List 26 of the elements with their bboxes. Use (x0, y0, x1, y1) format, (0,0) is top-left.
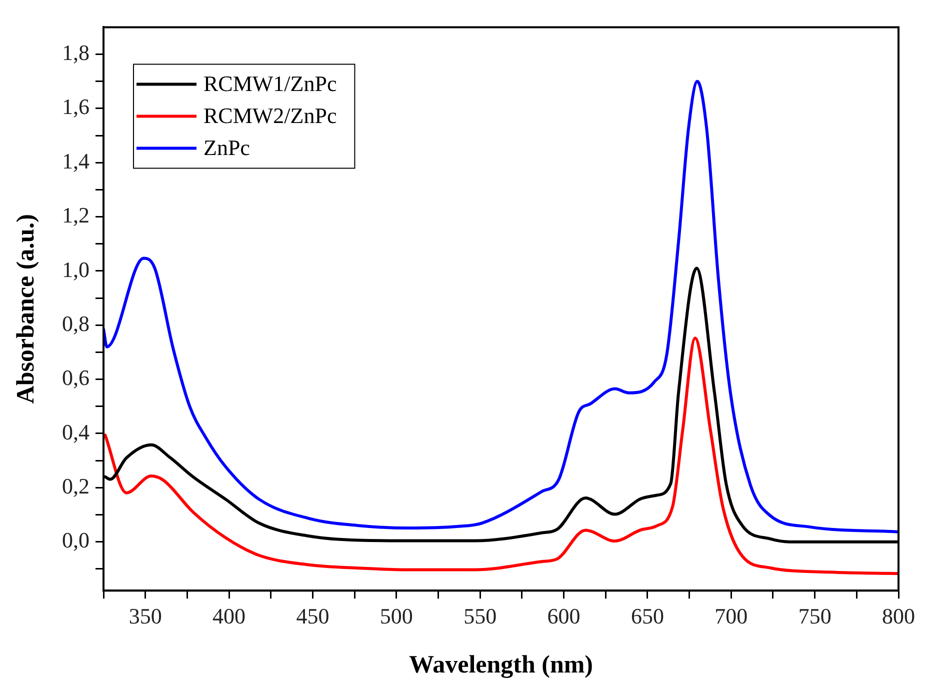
y-tick-label: 0,6 (62, 365, 90, 390)
line-series (104, 336, 898, 576)
y-tick-label: 1,2 (62, 202, 90, 228)
x-tick-label: 350 (128, 604, 162, 629)
y-tick-label: 1,0 (62, 256, 90, 282)
x-tick-label: 600 (547, 604, 580, 629)
x-tick-label: 650 (630, 604, 664, 629)
y-tick-label: 0,4 (62, 419, 90, 444)
x-tick-label: 800 (882, 604, 915, 629)
x-tick-label: 400 (212, 604, 246, 629)
legend-label: RCMW1/ZnPc (204, 70, 337, 96)
y-tick-label: 0,0 (62, 528, 90, 553)
legend-label: ZnPc (204, 134, 250, 160)
y-tick-label: 1,6 (62, 94, 90, 120)
y-tick-label: 1,4 (62, 148, 90, 174)
x-tick-label: 700 (714, 604, 748, 629)
x-tick-label: 450 (296, 604, 330, 629)
x-tick-label: 750 (798, 604, 832, 629)
x-axis-title: Wavelength (nm) (408, 651, 594, 678)
y-tick-label: 1,8 (62, 40, 90, 66)
legend-label: RCMW2/ZnPc (204, 102, 337, 128)
y-tick-label: 0,8 (62, 310, 90, 336)
x-tick-label: 500 (380, 604, 413, 629)
y-axis-title: Absorbance (a.u.) (12, 214, 40, 404)
y-tick-label: 0,2 (62, 473, 90, 498)
x-tick-label: 550 (464, 604, 497, 629)
